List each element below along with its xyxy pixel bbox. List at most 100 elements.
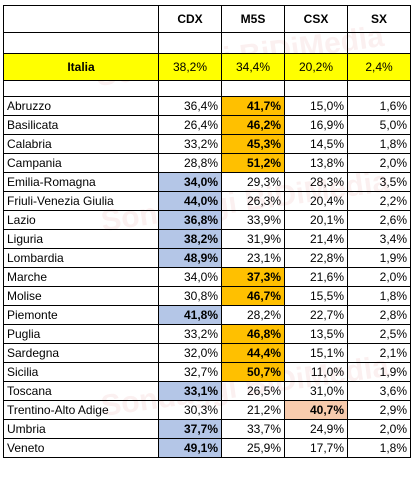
value-cell: 40,7% [284, 400, 348, 420]
value-cell: 3,5% [347, 172, 411, 192]
empty-cell [158, 32, 222, 54]
value-cell: 2,0% [347, 419, 411, 439]
results-table: CDX M5S CSX SX Italia 38,2% 34,4% 20,2% 2,4% Abru… [3, 5, 411, 458]
value-cell: 14,5% [284, 134, 348, 154]
value-cell: 23,1% [221, 248, 285, 268]
value-cell: 1,9% [347, 362, 411, 382]
value-cell: 2,4% [347, 53, 411, 81]
value-cell: 38,2% [158, 53, 222, 81]
region-row: Toscana 33,1% 26,5% 31,0% 3,6% [3, 381, 411, 401]
region-name: Abruzzo [3, 96, 159, 116]
value-cell: 33,1% [158, 381, 222, 401]
value-cell: 33,2% [158, 324, 222, 344]
value-cell: 38,2% [158, 229, 222, 249]
empty-cell [221, 32, 285, 54]
value-cell: 2,9% [347, 400, 411, 420]
value-cell: 30,3% [158, 400, 222, 420]
region-name: Piemonte [3, 305, 159, 325]
region-row: Basilicata 26,4% 46,2% 16,9% 5,0% [3, 115, 411, 135]
region-row: Veneto 49,1% 25,9% 17,7% 1,8% [3, 438, 411, 458]
value-cell: 34,0% [158, 267, 222, 287]
value-cell: 15,5% [284, 286, 348, 306]
value-cell: 24,9% [284, 419, 348, 439]
region-row: Sicilia 32,7% 50,7% 11,0% 1,9% [3, 362, 411, 382]
value-cell: 41,7% [221, 96, 285, 116]
value-cell: 29,3% [221, 172, 285, 192]
region-row: Emilia-Romagna 34,0% 29,3% 28,3% 3,5% [3, 172, 411, 192]
value-cell: 20,2% [284, 53, 348, 81]
column-header: SX [347, 5, 411, 33]
region-name: Molise [3, 286, 159, 306]
value-cell: 22,8% [284, 248, 348, 268]
value-cell: 26,3% [221, 191, 285, 211]
value-cell: 11,0% [284, 362, 348, 382]
value-cell: 44,0% [158, 191, 222, 211]
value-cell: 17,7% [284, 438, 348, 458]
value-cell: 2,0% [347, 267, 411, 287]
empty-cell [3, 32, 159, 54]
value-cell: 2,1% [347, 343, 411, 363]
empty-cell [158, 80, 222, 97]
national-row: Italia 38,2% 34,4% 20,2% 2,4% [3, 53, 411, 81]
region-name: Friuli-Venezia Giulia [3, 191, 159, 211]
header-cell [3, 5, 159, 33]
region-name: Lombardia [3, 248, 159, 268]
region-row: Trentino-Alto Adige 30,3% 21,2% 40,7% 2,9% [3, 400, 411, 420]
value-cell: 34,0% [158, 172, 222, 192]
value-cell: 1,8% [347, 438, 411, 458]
region-name: Lazio [3, 210, 159, 230]
empty-cell [284, 80, 348, 97]
spacer-row [3, 32, 411, 54]
value-cell: 15,1% [284, 343, 348, 363]
value-cell: 50,7% [221, 362, 285, 382]
region-row: Friuli-Venezia Giulia 44,0% 26,3% 20,4% 2,2% [3, 191, 411, 211]
value-cell: 2,5% [347, 324, 411, 344]
value-cell: 49,1% [158, 438, 222, 458]
value-cell: 5,0% [347, 115, 411, 135]
value-cell: 44,4% [221, 343, 285, 363]
region-row: Abruzzo 36,4% 41,7% 15,0% 1,6% [3, 96, 411, 116]
region-row: Puglia 33,2% 46,8% 13,5% 2,5% [3, 324, 411, 344]
region-row: Lazio 36,8% 33,9% 20,1% 2,6% [3, 210, 411, 230]
region-row: Piemonte 41,8% 28,2% 22,7% 2,8% [3, 305, 411, 325]
empty-cell [284, 32, 348, 54]
value-cell: 36,4% [158, 96, 222, 116]
value-cell: 20,1% [284, 210, 348, 230]
value-cell: 33,7% [221, 419, 285, 439]
value-cell: 37,3% [221, 267, 285, 287]
value-cell: 16,9% [284, 115, 348, 135]
region-row: Liguria 38,2% 31,9% 21,4% 3,4% [3, 229, 411, 249]
value-cell: 26,5% [221, 381, 285, 401]
region-row: Molise 30,8% 46,7% 15,5% 1,8% [3, 286, 411, 306]
column-header: M5S [221, 5, 285, 33]
value-cell: 31,0% [284, 381, 348, 401]
value-cell: 26,4% [158, 115, 222, 135]
region-name: Trentino-Alto Adige [3, 400, 159, 420]
region-row: Campania 28,8% 51,2% 13,8% 2,0% [3, 153, 411, 173]
region-name: Italia [3, 53, 159, 81]
value-cell: 30,8% [158, 286, 222, 306]
value-cell: 46,8% [221, 324, 285, 344]
region-name: Calabria [3, 134, 159, 154]
region-name: Emilia-Romagna [3, 172, 159, 192]
value-cell: 46,7% [221, 286, 285, 306]
spacer-row [3, 80, 411, 97]
value-cell: 45,3% [221, 134, 285, 154]
value-cell: 28,8% [158, 153, 222, 173]
value-cell: 3,4% [347, 229, 411, 249]
region-name: Veneto [3, 438, 159, 458]
value-cell: 25,9% [221, 438, 285, 458]
value-cell: 1,8% [347, 286, 411, 306]
region-name: Umbria [3, 419, 159, 439]
empty-cell [347, 32, 411, 54]
value-cell: 13,8% [284, 153, 348, 173]
region-row: Marche 34,0% 37,3% 21,6% 2,0% [3, 267, 411, 287]
value-cell: 21,6% [284, 267, 348, 287]
region-row: Sardegna 32,0% 44,4% 15,1% 2,1% [3, 343, 411, 363]
region-name: Sicilia [3, 362, 159, 382]
value-cell: 15,0% [284, 96, 348, 116]
region-name: Marche [3, 267, 159, 287]
value-cell: 33,2% [158, 134, 222, 154]
value-cell: 20,4% [284, 191, 348, 211]
value-cell: 2,8% [347, 305, 411, 325]
